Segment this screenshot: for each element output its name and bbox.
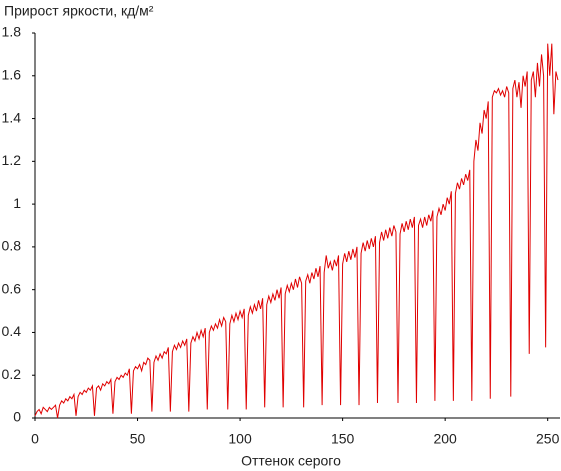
y-tick-label: 0.4 (2, 323, 22, 339)
y-tick-label: 1.4 (2, 109, 22, 125)
x-tick-label: 0 (31, 431, 39, 447)
y-tick-label: 0.6 (2, 280, 22, 296)
y-tick-label: 0.2 (2, 366, 22, 382)
y-tick-label: 1.8 (2, 24, 22, 40)
x-tick-label: 100 (228, 431, 252, 447)
y-tick-label: 0.8 (2, 238, 22, 254)
x-tick-label: 150 (331, 431, 355, 447)
chart-title: Прирост яркости, кд/м² (4, 3, 154, 19)
y-tick-label: 1.2 (2, 152, 22, 168)
x-tick-label: 250 (536, 431, 560, 447)
y-tick-label: 1 (13, 195, 21, 211)
y-tick-label: 0 (13, 409, 21, 425)
x-tick-label: 200 (433, 431, 457, 447)
y-tick-label: 1.6 (2, 66, 22, 82)
x-axis-label: Оттенок серого (241, 453, 341, 469)
x-tick-label: 50 (130, 431, 146, 447)
series-line (34, 43, 559, 419)
